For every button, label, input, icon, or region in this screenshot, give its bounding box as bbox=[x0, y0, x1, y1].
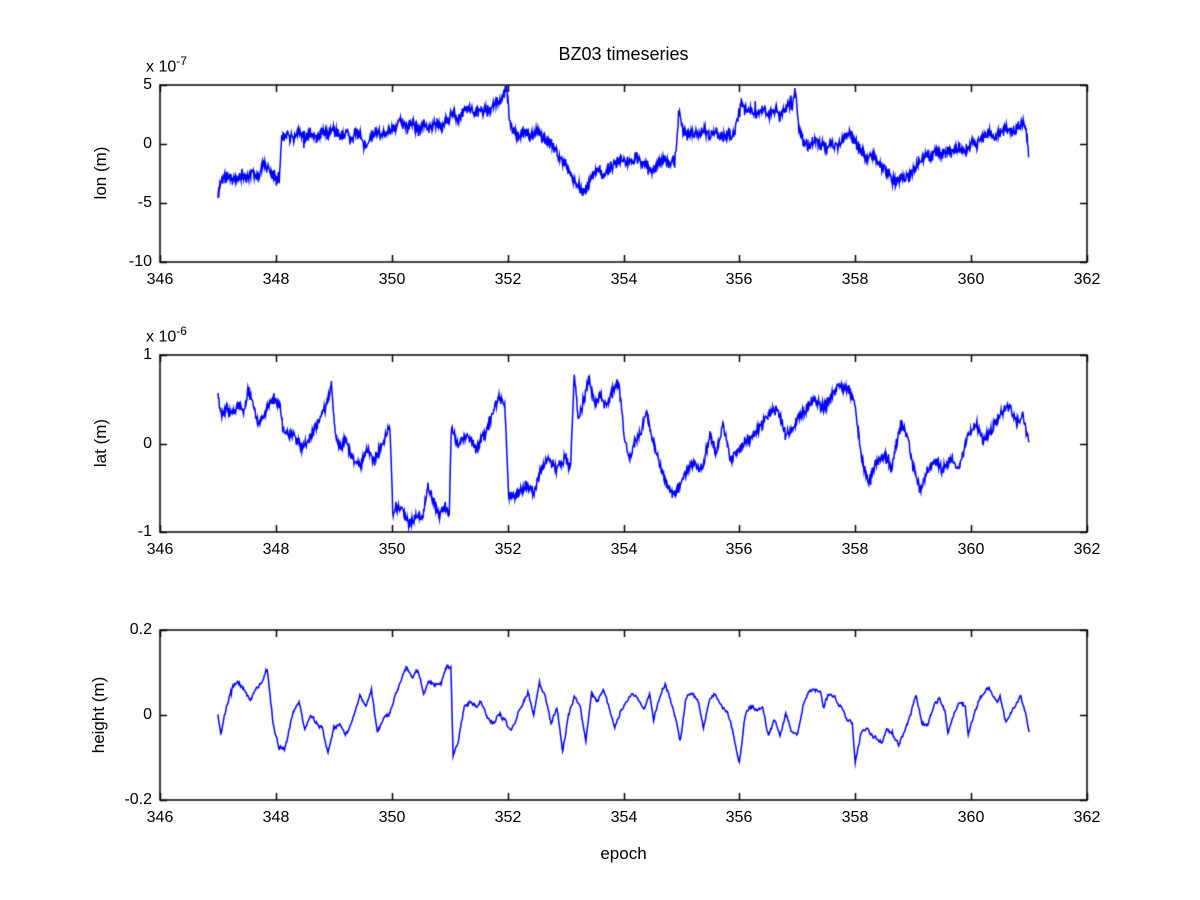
x-tick-label: 356 bbox=[725, 271, 753, 288]
y-tick-label: 0 bbox=[143, 435, 152, 452]
y-exponent-multiplier-lon: x 10-7 bbox=[146, 54, 187, 76]
x-tick-label: 346 bbox=[146, 541, 174, 558]
x-tick-label: 354 bbox=[610, 271, 638, 288]
x-tick-label: 360 bbox=[957, 809, 985, 826]
multiplier-exp-lon: -7 bbox=[176, 54, 187, 68]
x-tick-label: 352 bbox=[494, 271, 522, 288]
x-tick-label: 354 bbox=[610, 809, 638, 826]
y-tick-label: -10 bbox=[128, 253, 152, 270]
x-tick-label: 350 bbox=[378, 809, 406, 826]
y-tick-label: 0.2 bbox=[129, 621, 152, 638]
x-tick-label: 360 bbox=[957, 271, 985, 288]
figure-title: BZ03 timeseries bbox=[558, 44, 689, 64]
multiplier-exp-lat: -6 bbox=[176, 324, 187, 338]
y-tick-label: 0 bbox=[143, 706, 152, 723]
x-tick-label: 356 bbox=[725, 541, 753, 558]
x-axis-label: epoch bbox=[600, 844, 647, 863]
x-tick-label: 348 bbox=[262, 541, 290, 558]
x-tick-label: 362 bbox=[1073, 541, 1101, 558]
x-tick-label: 346 bbox=[146, 271, 174, 288]
x-tick-label: 362 bbox=[1073, 271, 1101, 288]
y-tick-label: -0.2 bbox=[124, 791, 152, 808]
y-tick-label: -1 bbox=[137, 523, 152, 540]
y-tick-label: 0 bbox=[143, 135, 152, 152]
y-axis-label-lon: lon (m) bbox=[91, 146, 110, 200]
x-tick-label: 350 bbox=[378, 541, 406, 558]
x-tick-label: 350 bbox=[378, 271, 406, 288]
x-tick-label: 352 bbox=[494, 809, 522, 826]
x-tick-label: 358 bbox=[841, 541, 869, 558]
x-tick-label: 348 bbox=[262, 271, 290, 288]
y-tick-label: -5 bbox=[137, 194, 152, 211]
x-tick-label: 346 bbox=[146, 809, 174, 826]
y-tick-label: 5 bbox=[143, 76, 152, 93]
multiplier-base-lon: x 10 bbox=[146, 58, 177, 76]
x-tick-label: 360 bbox=[957, 541, 985, 558]
x-tick-label: 354 bbox=[610, 541, 638, 558]
x-tick-label: 358 bbox=[841, 809, 869, 826]
y-exponent-multiplier-lat: x 10-6 bbox=[146, 324, 187, 346]
y-tick-label: 1 bbox=[143, 346, 152, 363]
x-tick-label: 358 bbox=[841, 271, 869, 288]
x-tick-label: 362 bbox=[1073, 809, 1101, 826]
x-tick-label: 352 bbox=[494, 541, 522, 558]
multiplier-base-lat: x 10 bbox=[146, 328, 177, 346]
x-tick-label: 348 bbox=[262, 809, 290, 826]
x-tick-label: 356 bbox=[725, 809, 753, 826]
